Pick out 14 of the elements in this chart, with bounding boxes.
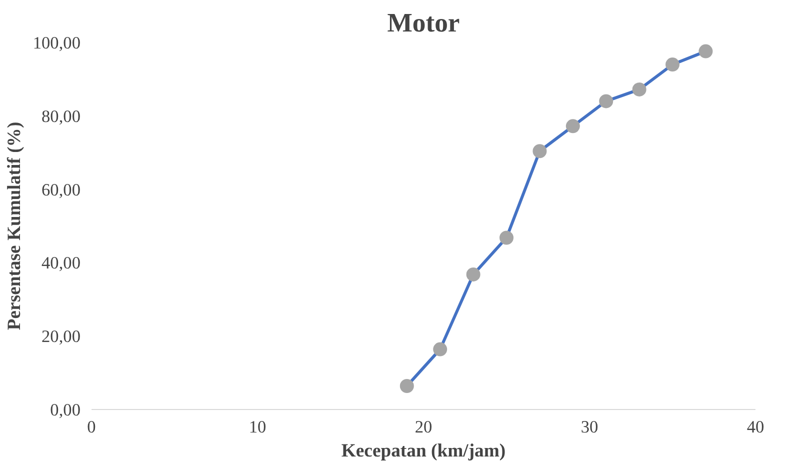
x-tick-label: 30 xyxy=(580,418,598,436)
y-tick-label: 100,00 xyxy=(32,34,81,52)
y-axis-title: Persentase Kumulatif (%) xyxy=(4,122,25,330)
chart-title: Motor xyxy=(387,8,460,38)
y-tick-label: 0,00 xyxy=(50,400,81,420)
x-axis-title: Kecepatan (km/jam) xyxy=(341,440,506,462)
y-tick-label: 80,00 xyxy=(42,106,81,126)
x-tick-label: 0 xyxy=(87,418,96,436)
y-tick-label: 60,00 xyxy=(42,180,81,200)
y-tick-label: 20,00 xyxy=(42,327,81,346)
x-tick-label: 10 xyxy=(248,418,266,436)
x-tick-label: 40 xyxy=(746,418,764,436)
x-tick-label: 20 xyxy=(414,418,432,436)
y-tick-label: 40,00 xyxy=(42,254,81,273)
